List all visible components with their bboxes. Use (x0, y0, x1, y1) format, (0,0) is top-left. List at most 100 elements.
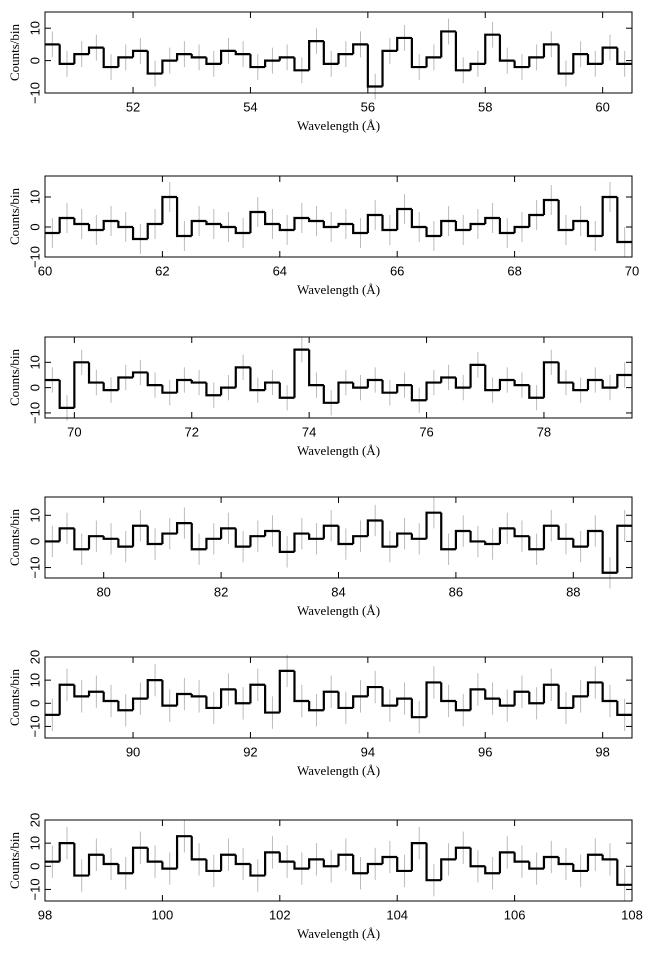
bin (190, 219, 207, 236)
bin (542, 524, 559, 550)
bin (131, 697, 148, 711)
bin (278, 669, 295, 713)
bin (513, 380, 530, 387)
x-axis-label: Wavelength (Å) (297, 443, 380, 458)
bin (498, 378, 515, 391)
plot-frame (44, 11, 633, 94)
bin (131, 227, 148, 241)
bin (322, 690, 339, 711)
bin (234, 227, 251, 235)
bin (293, 216, 310, 230)
bin (381, 380, 398, 394)
x-tick-label: 54 (243, 99, 257, 114)
bin (498, 851, 515, 874)
y-tick-label: −10 (27, 715, 42, 737)
x-tick-label: 74 (302, 424, 316, 439)
bin (73, 53, 90, 64)
bin (366, 44, 383, 88)
y-tick-label: 20 (27, 650, 42, 664)
bin (528, 691, 544, 705)
bin (249, 367, 266, 392)
bin (586, 529, 603, 547)
bin (220, 386, 236, 396)
bin (542, 361, 559, 398)
bin (616, 373, 632, 388)
bin (469, 62, 486, 71)
y-tick-label: −10 (27, 402, 42, 424)
x-tick-label: 88 (566, 584, 580, 599)
bin (454, 846, 471, 860)
x-tick-label: 72 (185, 424, 199, 439)
bin (601, 530, 618, 574)
bin (498, 34, 515, 62)
x-tick-label: 96 (478, 744, 492, 759)
x-tick-label: 62 (155, 263, 169, 278)
x-tick-label: 102 (269, 907, 291, 922)
bin (601, 854, 618, 861)
bin (572, 382, 588, 392)
bin (175, 522, 192, 534)
bin (264, 212, 280, 226)
bin (205, 537, 222, 550)
bin (87, 46, 104, 55)
bin (249, 863, 266, 877)
bin (498, 527, 515, 545)
x-tick-label: 70 (67, 424, 81, 439)
x-tick-label: 90 (126, 744, 140, 759)
bin (440, 512, 456, 551)
bin (601, 46, 618, 64)
x-tick-label: 56 (361, 99, 375, 114)
bin (528, 861, 544, 870)
bin (352, 224, 368, 235)
x-axis-label: Wavelength (Å) (297, 603, 380, 618)
bin (308, 533, 324, 540)
bin (410, 385, 427, 402)
bin (440, 376, 456, 383)
y-axis-label: Counts/bin (7, 508, 22, 566)
bin (484, 33, 500, 64)
y-axis-label: Counts/bin (7, 348, 22, 406)
bin (322, 221, 339, 229)
bin (528, 213, 544, 227)
bin (234, 528, 251, 548)
bin (308, 40, 324, 71)
bin (293, 57, 310, 72)
bin (337, 53, 354, 64)
y-tick-label: −10 (27, 878, 42, 900)
bin (352, 695, 368, 708)
bin (381, 215, 398, 232)
bin (381, 687, 398, 707)
bin (161, 195, 178, 224)
plot-frame (44, 656, 633, 739)
plot-frame (44, 175, 633, 258)
bin (264, 684, 280, 714)
x-tick-label: 70 (625, 263, 639, 278)
bin (73, 218, 90, 226)
y-tick-label: 0 (27, 863, 42, 870)
bin (542, 683, 559, 704)
bin (513, 690, 530, 706)
x-tick-label: 60 (595, 99, 609, 114)
bin (131, 846, 148, 874)
bin (366, 519, 383, 537)
bin (278, 852, 295, 863)
bin (454, 31, 471, 72)
bin (601, 195, 618, 236)
bin (616, 47, 632, 65)
bin (146, 525, 163, 546)
bin (117, 863, 134, 875)
bin (161, 532, 178, 545)
bin (278, 382, 295, 399)
bin (205, 696, 222, 710)
bin (396, 697, 412, 706)
bin (469, 530, 486, 543)
bin (542, 198, 559, 215)
bin (366, 862, 383, 874)
bin (58, 216, 75, 233)
bin (308, 218, 324, 223)
bin (557, 362, 574, 384)
bin (234, 50, 251, 56)
bin (87, 224, 104, 232)
bin (586, 378, 603, 391)
bin (58, 380, 75, 409)
